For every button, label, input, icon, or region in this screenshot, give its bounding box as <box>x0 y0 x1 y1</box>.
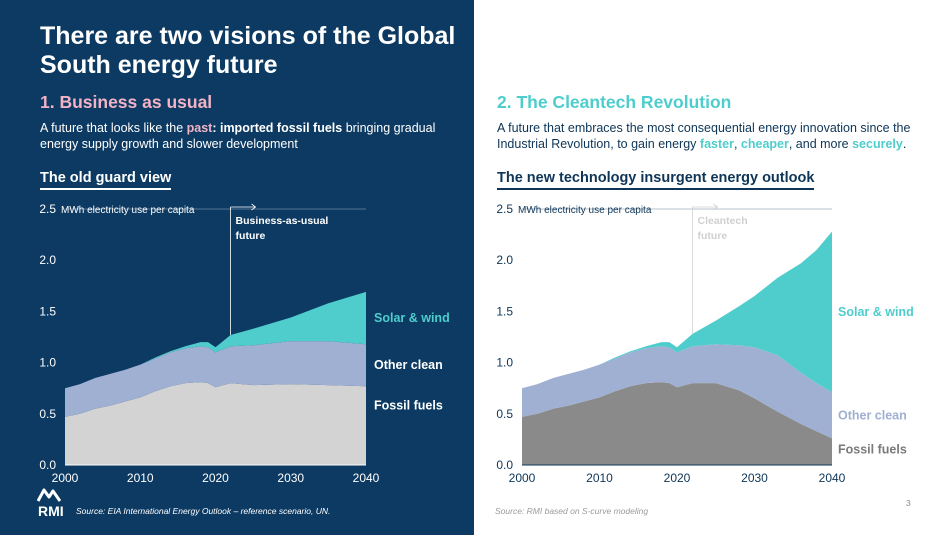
rmi-logo-text: RMI <box>38 503 64 519</box>
new-tech-chart-title: The new technology insurgent energy outl… <box>497 170 815 190</box>
vision1-desc-pre: A future that looks like the <box>40 121 187 135</box>
vision1-desc-past: past <box>186 121 213 135</box>
new-marker-arrow-head <box>713 203 719 211</box>
old-y-tick-label: 2.0 <box>39 253 56 267</box>
new-marker-label-line1: Cleantech <box>698 215 748 227</box>
old-x-tick-label: 2020 <box>202 471 229 485</box>
old-x-tick-label: 2010 <box>127 471 154 485</box>
new-y-axis-label: MWh electricity use per capita <box>518 205 652 216</box>
old-marker-arrow-head <box>251 203 257 211</box>
vision1-desc-fossil: imported fossil fuels <box>219 121 343 135</box>
old-series-label-fossil-fuels: Fossil fuels <box>374 399 443 413</box>
old-y-tick-label: 0.0 <box>39 458 56 472</box>
new-y-tick-label: 2.0 <box>496 253 513 267</box>
vision2-desc-cheaper: cheaper <box>740 137 789 151</box>
rmi-logo-icon <box>37 488 61 502</box>
new-series-label-other-clean: Other clean <box>838 408 907 422</box>
vision2-desc-faster: faster <box>699 137 734 151</box>
old-y-tick-label: 1.5 <box>39 304 56 318</box>
old-guard-chart-title: The old guard view <box>40 170 172 190</box>
new-x-tick-label: 2040 <box>819 471 846 485</box>
vision2-desc-pre: A future that embraces the most conseque… <box>497 121 911 151</box>
new-area-solar-wind <box>522 231 832 393</box>
vision2-desc-securely: securely <box>852 137 903 151</box>
new-y-tick-label: 1.0 <box>496 356 513 370</box>
old-series-label-other-clean: Other clean <box>374 358 443 372</box>
new-area-other-clean <box>522 344 832 439</box>
source-left: Source: EIA International Energy Outlook… <box>76 506 331 516</box>
new-marker-label-line2: future <box>698 230 728 242</box>
old-marker-label-line2: future <box>236 230 266 242</box>
vision1-description: A future that looks like the past: impor… <box>40 120 460 152</box>
new-series-label-fossil-fuels: Fossil fuels <box>838 442 907 456</box>
new-x-tick-label: 2020 <box>664 471 691 485</box>
vision2-desc-comma1: , <box>733 137 741 151</box>
new-x-tick-label: 2010 <box>586 471 613 485</box>
vision2-title: 2. The Cleantech Revolution <box>497 92 732 112</box>
vision1-title: 1. Business as usual <box>40 92 213 112</box>
old-y-axis-label: MWh electricity use per capita <box>61 205 195 216</box>
page-number: 3 <box>906 498 911 508</box>
old-marker-label-line1: Business-as-usual <box>236 215 329 227</box>
vision1-desc-sep: : <box>212 121 220 135</box>
vision2-desc-comma2: , and more <box>788 137 853 151</box>
old-area-fossil-fuels <box>65 382 366 465</box>
old-series-label-solar-wind: Solar & wind <box>374 311 450 325</box>
old-x-tick-label: 2040 <box>353 471 380 485</box>
old-x-tick-label: 2030 <box>277 471 304 485</box>
old-y-tick-label: 0.5 <box>39 407 56 421</box>
new-y-tick-label: 2.5 <box>496 202 513 216</box>
page-title: There are two visions of the Global Sout… <box>40 22 456 79</box>
new-x-tick-label: 2030 <box>741 471 768 485</box>
old-y-tick-label: 1.0 <box>39 356 56 370</box>
new-series-label-solar-wind: Solar & wind <box>838 305 914 319</box>
old-x-tick-label: 2000 <box>52 471 79 485</box>
new-x-tick-label: 2000 <box>509 471 536 485</box>
new-y-tick-label: 0.0 <box>496 458 513 472</box>
vision2-description: A future that embraces the most conseque… <box>497 120 942 152</box>
source-right: Source: RMI based on S-curve modeling <box>495 506 649 516</box>
vision1-desc-post: bringing gradual energy supply growth an… <box>40 121 436 151</box>
old-area-solar-wind <box>65 291 366 389</box>
new-y-tick-label: 1.5 <box>496 304 513 318</box>
vision2-desc-end: . <box>902 137 907 151</box>
old-y-tick-label: 2.5 <box>39 202 56 216</box>
old-area-other-clean <box>65 341 366 417</box>
new-y-tick-label: 0.5 <box>496 407 513 421</box>
new-area-fossil-fuels <box>522 382 832 465</box>
